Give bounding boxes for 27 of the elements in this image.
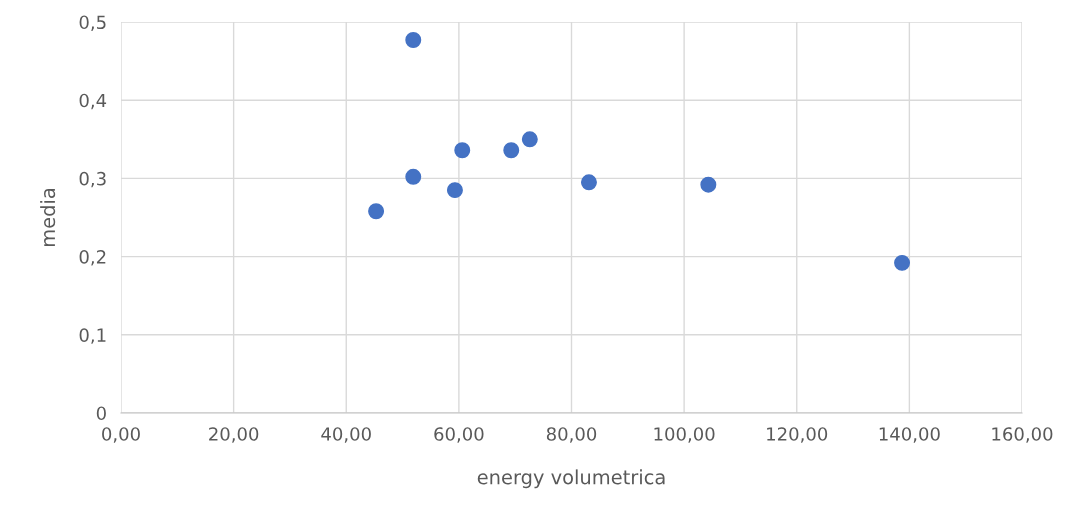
x-axis-title: energy volumetrica — [477, 469, 665, 489]
y-axis-title: media — [40, 188, 56, 247]
y-tick-label: 0,5 — [79, 15, 106, 31]
point — [503, 142, 520, 159]
point — [368, 203, 385, 220]
y-tick-label: 0,1 — [79, 328, 106, 344]
x-tick-label: 20,00 — [209, 427, 259, 443]
x-tick-label: 160,00 — [992, 427, 1053, 443]
point — [580, 174, 597, 191]
point — [521, 131, 538, 148]
x-tick-label: 0,00 — [102, 427, 140, 443]
x-tick-label: 140,00 — [879, 427, 940, 443]
point — [894, 254, 911, 271]
x-tick-label: 80,00 — [546, 427, 597, 443]
y-tick-label: 0,2 — [79, 250, 106, 266]
x-tick-label: 60,00 — [434, 427, 484, 443]
y-tick-label: 0,4 — [79, 93, 107, 110]
point — [405, 168, 422, 185]
y-tick-label: 0,3 — [79, 171, 106, 188]
point — [446, 182, 463, 199]
x-tick-label: 100,00 — [654, 427, 715, 443]
point — [454, 142, 471, 159]
x-tick-label: 40,00 — [321, 427, 371, 443]
point — [405, 32, 422, 48]
point — [700, 176, 717, 193]
y-tick-label: 0 — [96, 406, 106, 421]
x-tick-label: 120,00 — [767, 427, 828, 443]
